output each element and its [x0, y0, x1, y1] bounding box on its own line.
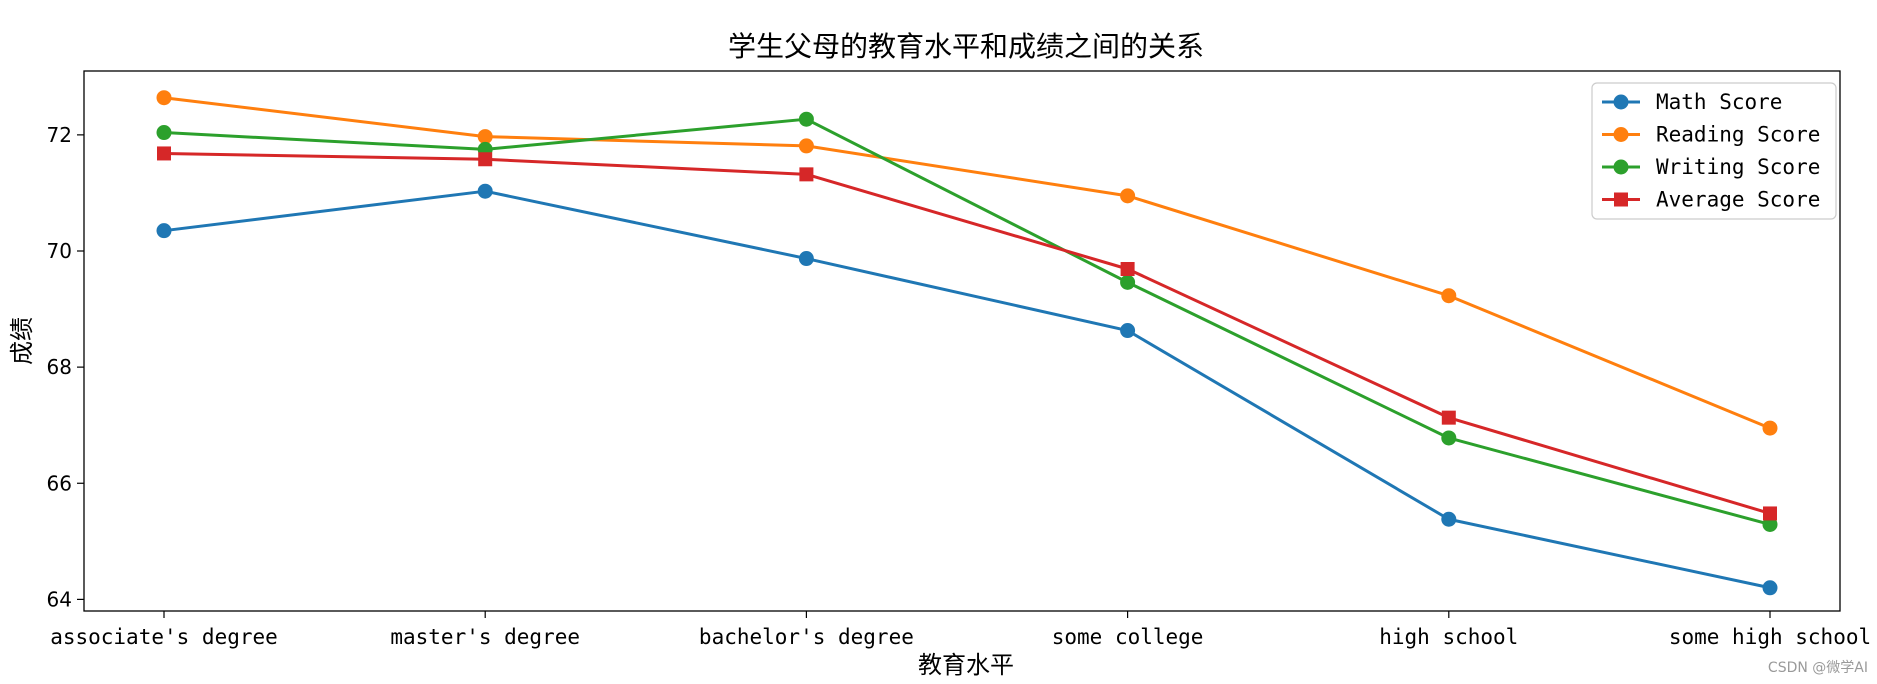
- legend: Math Score Reading Score Writing Score Aver…: [1591, 82, 1837, 220]
- data-point-writing-score: [1762, 516, 1778, 532]
- data-point-math-score: [798, 251, 814, 267]
- data-point-average-score: [1120, 262, 1135, 276]
- x-tick-label: associate's degree: [50, 625, 278, 649]
- legend-label-average-score: Average Score: [1656, 188, 1820, 212]
- data-point-reading-score: [798, 138, 814, 154]
- legend-marker-average-score: [1614, 192, 1628, 207]
- data-point-reading-score: [477, 129, 493, 145]
- x-tick-label: some college: [1052, 625, 1204, 649]
- y-tick-label: 70: [47, 239, 72, 263]
- data-point-average-score: [1441, 410, 1456, 425]
- data-point-reading-score: [1120, 188, 1136, 204]
- data-point-reading-score: [156, 90, 172, 106]
- y-tick-label: 66: [47, 471, 72, 495]
- data-point-reading-score: [1762, 420, 1778, 436]
- x-tick-label: bachelor's degree: [699, 625, 914, 649]
- series-line-average-score: [163, 151, 1771, 515]
- watermark: CSDN @微学AI: [1768, 660, 1868, 676]
- y-axis-label: 成绩: [8, 317, 36, 365]
- data-point-writing-score: [1441, 430, 1457, 446]
- plot-area: 64 66 68 70 72 associate's degree master's deg…: [47, 90, 1871, 649]
- data-point-math-score: [1120, 323, 1136, 339]
- legend-marker-writing-score: [1613, 159, 1629, 175]
- x-tick-label: some high school: [1669, 625, 1871, 649]
- x-tick-label: master's degree: [390, 625, 580, 649]
- legend-marker-reading-score: [1613, 127, 1629, 142]
- data-point-writing-score: [1120, 274, 1136, 290]
- data-point-average-score: [478, 152, 493, 167]
- series-line-reading-score: [163, 96, 1771, 430]
- y-tick-label: 68: [47, 355, 72, 379]
- data-point-writing-score: [156, 125, 172, 141]
- legend-label-reading-score: Reading Score: [1656, 123, 1820, 147]
- data-point-math-score: [156, 223, 172, 239]
- data-point-reading-score: [1441, 288, 1457, 304]
- data-point-average-score: [1763, 506, 1777, 521]
- legend-label-writing-score: Writing Score: [1656, 155, 1820, 179]
- data-point-writing-score: [798, 111, 814, 127]
- y-tick-label: 64: [47, 587, 72, 611]
- chart-title: 学生父母的教育水平和成绩之间的关系: [728, 30, 1204, 63]
- data-point-average-score: [799, 167, 814, 182]
- data-point-math-score: [1762, 580, 1778, 596]
- data-point-average-score: [157, 146, 171, 161]
- plot-frame: [83, 70, 1841, 612]
- legend-label-math-score: Math Score: [1656, 90, 1782, 114]
- data-point-math-score: [1441, 511, 1457, 527]
- series-line-writing-score: [163, 117, 1771, 526]
- series-line-math-score: [163, 189, 1771, 590]
- data-point-math-score: [477, 183, 493, 199]
- y-tick-label: 72: [47, 123, 72, 147]
- legend-box: [1591, 82, 1837, 220]
- x-axis-label: 教育水平: [918, 651, 1014, 679]
- x-tick-label: high school: [1379, 625, 1518, 649]
- legend-marker-math-score: [1613, 94, 1629, 110]
